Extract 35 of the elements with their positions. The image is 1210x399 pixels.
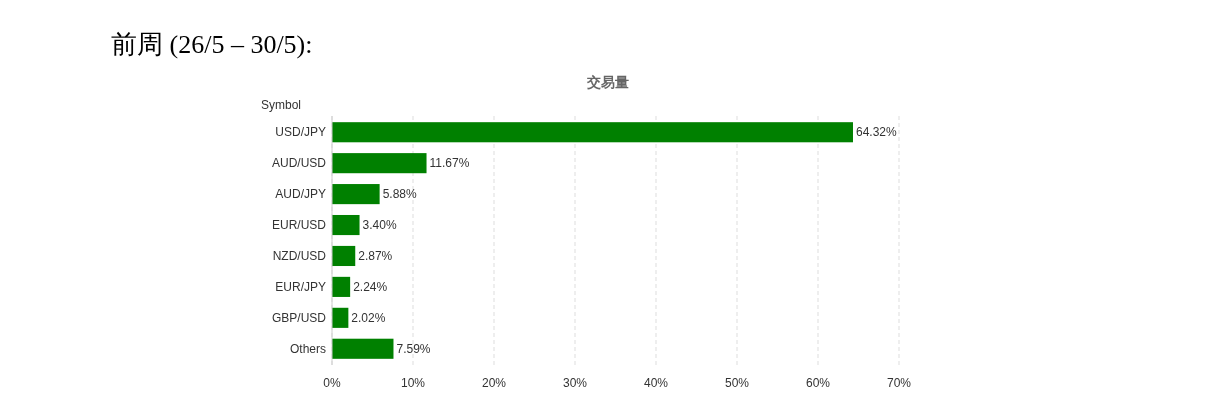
bar	[332, 307, 349, 328]
y-tick-label: USD/JPY	[275, 125, 326, 140]
x-tick-label: 10%	[400, 376, 426, 390]
y-axis-title: Symbol	[260, 98, 302, 112]
chart-title: 前周 (26/5 – 30/5):	[111, 30, 313, 59]
bar	[332, 245, 356, 267]
y-tick-label: Others	[289, 341, 326, 356]
y-tick-label: EUR/JPY	[275, 280, 326, 295]
y-tick-label: NZD/USD	[272, 249, 327, 264]
y-tick-label: AUD/USD	[271, 156, 327, 171]
x-tick-label: 60%	[805, 376, 831, 390]
bar	[332, 122, 853, 143]
chart-subtitle: 交易量	[586, 74, 629, 90]
bar	[332, 276, 351, 297]
data-label: 64.32%	[855, 125, 898, 140]
data-label: 2.87%	[358, 249, 393, 264]
x-tick-label: 0%	[323, 376, 341, 390]
data-label: 7.59%	[396, 341, 431, 356]
data-label: 2.02%	[351, 311, 386, 326]
y-tick-label: AUD/JPY	[275, 187, 326, 202]
y-tick-label: GBP/USD	[271, 311, 327, 326]
bar	[332, 338, 394, 359]
data-label: 2.24%	[353, 280, 388, 295]
x-tick-label: 70%	[886, 376, 912, 390]
bar	[332, 153, 427, 174]
bar	[332, 214, 360, 236]
x-tick-label: 40%	[643, 376, 669, 390]
x-tick-label: 30%	[562, 376, 588, 390]
x-tick-label: 20%	[481, 376, 507, 390]
x-tick-label: 50%	[724, 376, 750, 390]
data-label: 3.40%	[362, 218, 397, 233]
y-tick-label: EUR/USD	[271, 218, 327, 233]
data-label: 5.88%	[382, 187, 417, 202]
bar	[332, 184, 380, 205]
data-label: 11.67%	[429, 156, 470, 171]
